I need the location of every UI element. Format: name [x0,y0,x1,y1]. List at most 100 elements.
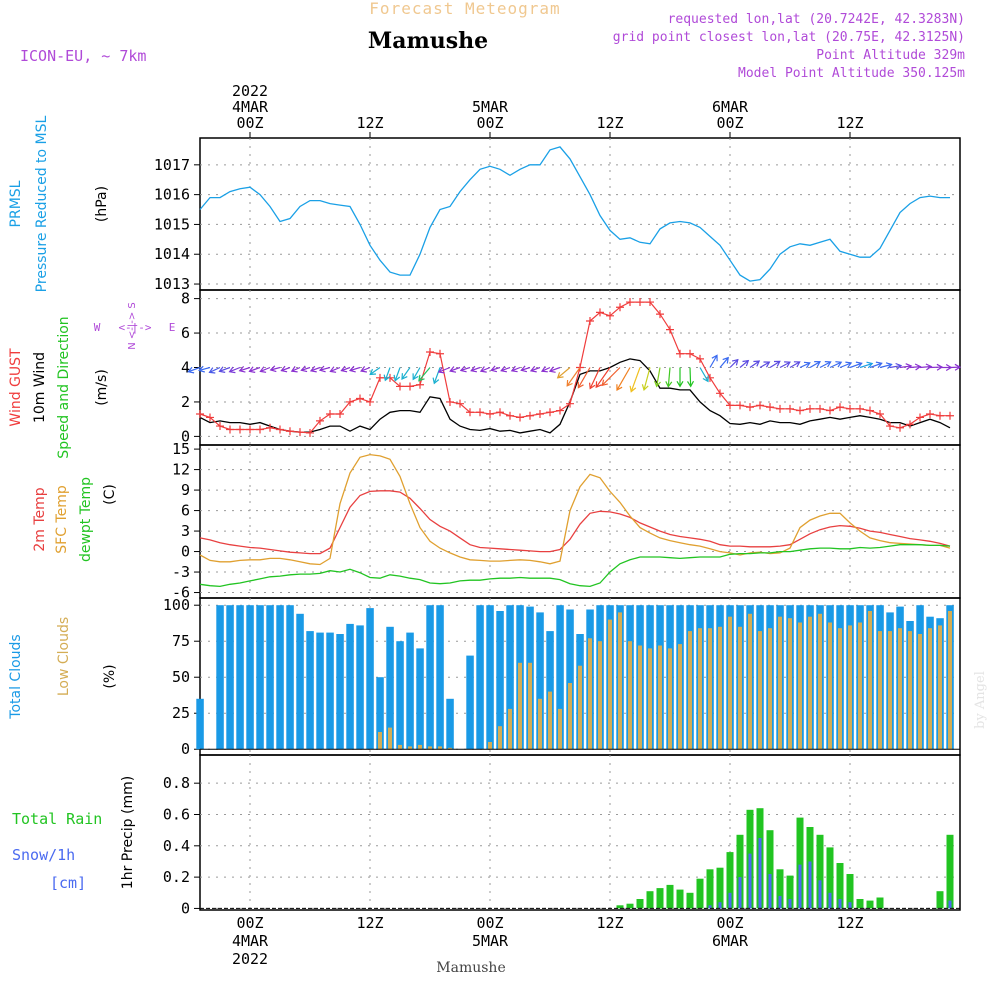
low-cloud-bar [618,612,622,750]
total-cloud-bar [386,626,394,750]
wind-direction-arrow [839,361,853,369]
gust-marker [376,373,384,382]
gust-marker [396,382,404,391]
dewpt-label: dewpt Temp [78,477,94,562]
wind-direction-arrow [759,361,771,369]
low-cloud-bar [758,631,762,750]
arrow-head [784,361,791,368]
low-cloud-bar [908,631,912,750]
gust-marker [246,425,254,434]
low-cloud-bar [898,628,902,750]
low-cloud-bar [418,744,422,750]
gust-marker [526,411,534,420]
arrow-shaft [729,359,739,368]
rain-bar [646,891,654,909]
wind-direction-arrow [432,367,441,385]
rain-bar [826,847,834,909]
arrow-shaft [869,362,882,369]
rain-bar [626,903,634,909]
arrow-head [753,360,761,367]
low-cloud-bar [788,618,792,750]
arrow-head [556,372,564,379]
gust-marker [356,394,364,403]
arrow-head [529,365,537,373]
total-cloud-bar [396,641,404,750]
low-cloud-bar [828,622,832,750]
gust-marker [666,325,674,334]
wind-direction-arrow [418,367,431,382]
gust-marker [316,416,324,425]
gust-marker [346,397,354,406]
gust-marker [386,373,394,382]
gust-marker [336,410,344,418]
total-cloud-bar [446,698,454,750]
low-cloud-bar [538,698,542,750]
arrow-head [520,365,528,373]
gust-marker [566,399,574,408]
low-cloud-bar [528,662,532,750]
gust-marker [906,420,914,429]
wind-direction-arrow [949,363,962,371]
wind-direction-label: Speed and Direction [56,316,72,458]
y-tick-label: 0.2 [163,868,190,886]
wind-direction-arrow [709,354,718,368]
rain-bar [706,869,714,909]
rain-bar [636,899,644,909]
rain-label: Total Rain [12,810,102,828]
arrow-shaft [557,367,571,379]
rain-bar [866,900,874,909]
top-time-label: 5MAR [472,98,509,116]
total-cloud-bar [276,605,284,750]
wind-direction-arrow [577,367,591,389]
wind-direction-arrow [369,367,381,376]
y-tick-label: 12 [172,461,190,479]
low-cloud-bar [728,616,732,750]
wind-direction-arrow [729,358,739,368]
low-cloud-bar [548,691,552,750]
arrow-shaft [616,367,631,391]
arrow-shaft [521,366,531,371]
gust-marker [686,349,694,358]
wind-direction-arrow [208,366,221,374]
wind-direction-arrow [412,367,421,381]
y-tick-label: 0.4 [163,837,190,855]
snow-bar [848,902,852,909]
gust-marker [586,317,594,325]
arrow-shaft [809,361,821,369]
gust-marker [806,404,814,413]
y-tick-label: 0 [181,427,190,445]
arrow-shaft [829,361,842,369]
arrow-head [895,362,903,370]
gust-marker [286,427,294,436]
arrow-shaft [699,367,709,382]
low-cloud-bar [888,631,892,750]
low-cloud-bar [668,648,672,750]
footer-location: Mamushe [436,960,505,976]
arrow-head [595,381,602,389]
wind-gust-label: Wind GUST [8,348,24,427]
wind-direction-arrow [449,366,461,373]
gust-marker [826,406,834,415]
arrow-head [437,366,445,374]
y-tick-label: 25 [172,704,190,722]
arrow-head [401,373,408,380]
low-cloud-bar [438,746,442,750]
wind-direction-arrow [269,365,281,373]
rain-bar [836,863,844,909]
total-cloud-bar [536,612,544,750]
gust-marker [626,298,634,307]
arrow-shaft [491,366,501,371]
gust-marker [876,410,884,418]
low-cloud-bar [778,616,782,750]
wind-direction-arrow [769,360,781,369]
low-cloud-bar [688,631,692,750]
compass-west: W [94,321,101,334]
panel-frame [199,444,961,599]
rain-bar [656,888,664,909]
low-cloud-bar [868,611,872,750]
wind-direction-arrow [566,367,581,387]
gust-marker [706,373,714,382]
gust-line [199,301,950,434]
arrow-head [280,365,288,373]
watermark: by Angel [973,671,988,729]
